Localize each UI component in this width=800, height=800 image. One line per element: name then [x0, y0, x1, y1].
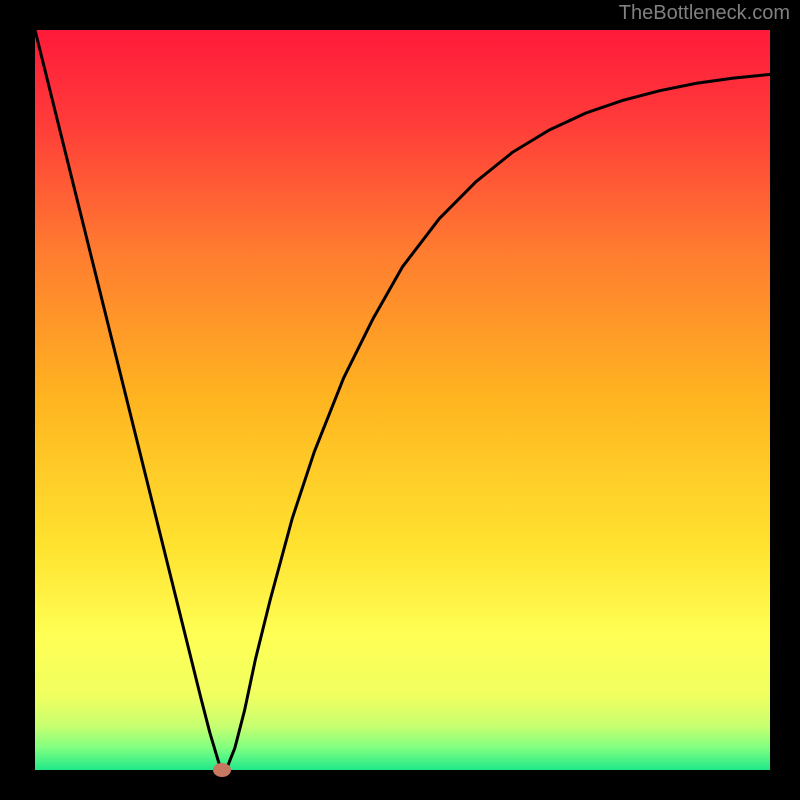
- minimum-marker: [213, 763, 231, 777]
- watermark-text: TheBottleneck.com: [619, 2, 790, 25]
- plot-area: [35, 30, 770, 770]
- chart-container: TheBottleneck.com: [0, 0, 800, 800]
- curve-line: [35, 30, 770, 770]
